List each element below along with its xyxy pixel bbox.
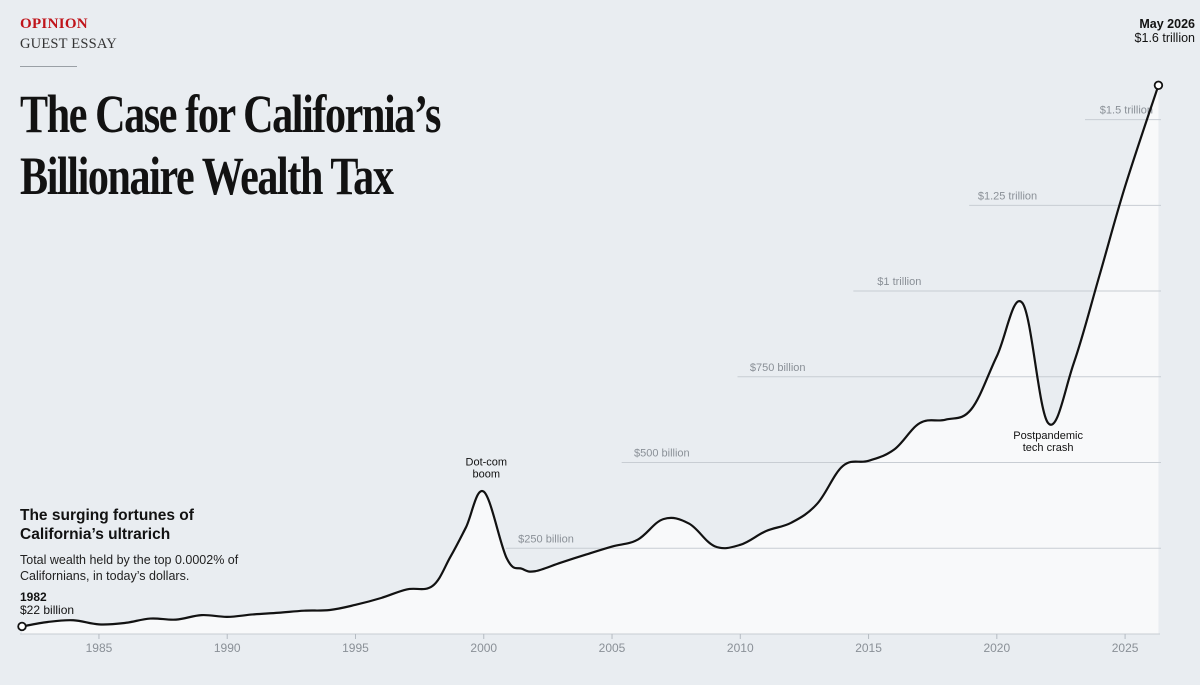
gridline-label: $500 billion: [634, 448, 690, 460]
endpoint-markers: 1982$22 billion May 2026$1.6 trillion: [17, 17, 1195, 632]
end-value-label: $1.6 trillion: [1135, 31, 1195, 45]
x-tick-label: 1990: [214, 641, 241, 655]
annotation-label: Dot-com: [466, 457, 508, 469]
article-header: OPINION GUEST ESSAY The Case for Califor…: [20, 16, 558, 207]
x-tick-label: 2020: [983, 641, 1010, 655]
gridlines: $250 billion $500 billion $750 billion $1 t…: [505, 105, 1161, 549]
gridline-label: $1.5 trillion: [1100, 105, 1153, 117]
headline: The Case for California’s Billionaire We…: [20, 84, 441, 207]
x-tick-label: 1995: [342, 641, 369, 655]
wealth-area: [22, 85, 1159, 634]
start-year-label: 1982: [20, 590, 47, 604]
x-tick-label: 2000: [470, 641, 497, 655]
x-tick-label: 1985: [86, 641, 113, 655]
gridline-label: $1 trillion: [877, 276, 921, 288]
section-label: GUEST ESSAY: [20, 36, 117, 52]
start-marker: [17, 621, 27, 632]
chart-description: The surging fortunes of California’s ult…: [20, 507, 260, 584]
annotation-label: boom: [473, 469, 501, 481]
header-rule: [20, 66, 77, 67]
x-tick-label: 2015: [855, 641, 882, 655]
x-tick-label: 2010: [727, 641, 754, 655]
end-marker: [1153, 80, 1164, 90]
chart-title: The surging fortunes of California’s ult…: [20, 507, 194, 543]
x-tick-label: 2005: [599, 641, 626, 655]
annotation-label: tech crash: [1023, 442, 1074, 454]
x-axis-ticks: 1985 1990 1995 2000 2005 2010 2015 2020 2025: [86, 634, 1139, 655]
gridline-label: $1.25 trillion: [978, 190, 1037, 202]
x-tick-label: 2025: [1112, 641, 1139, 655]
gridline-label: $250 billion: [518, 533, 574, 545]
headline-line-1: The Case for California’s: [20, 84, 441, 144]
chart-subtitle: Total wealth held by the top 0.0002% of …: [20, 552, 239, 584]
gridline-label: $750 billion: [750, 362, 806, 374]
wealth-line: [20, 84, 1160, 628]
end-date-label: May 2026: [1139, 17, 1195, 31]
annotation-label: Postpandemic: [1013, 430, 1083, 442]
start-value-label: $22 billion: [20, 603, 74, 617]
opinion-kicker[interactable]: OPINION: [20, 16, 88, 32]
headline-line-2: Billionaire Wealth Tax: [20, 145, 394, 206]
